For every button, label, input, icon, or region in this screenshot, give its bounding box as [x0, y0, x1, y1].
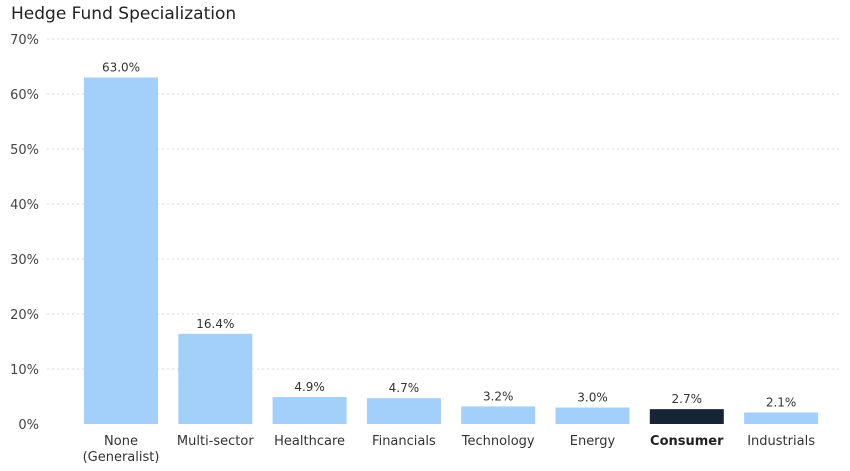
y-tick-label: 60%: [10, 88, 39, 103]
chart-title: Hedge Fund Specialization: [11, 4, 237, 24]
data-label: 2.7%: [672, 392, 703, 406]
bar: [84, 77, 158, 424]
x-tick-label: None: [104, 434, 138, 449]
data-label: 2.1%: [766, 395, 797, 409]
bar: [744, 412, 819, 424]
y-tick-label: 70%: [10, 33, 39, 48]
y-tick-label: 40%: [10, 198, 39, 213]
y-tick-label: 30%: [10, 253, 39, 268]
data-label: 3.0%: [577, 391, 608, 405]
y-tick-label: 20%: [10, 308, 39, 323]
data-label: 3.2%: [483, 389, 514, 403]
x-tick-label: (Generalist): [83, 450, 160, 465]
x-tick-label: Industrials: [747, 434, 815, 449]
bar: [272, 397, 347, 424]
x-tick-label: Consumer: [650, 434, 724, 449]
data-label: 4.7%: [389, 381, 420, 395]
x-tick-label: Financials: [372, 434, 436, 449]
bar: [366, 398, 441, 424]
bar: [178, 333, 253, 424]
x-tick-label: Energy: [570, 434, 616, 449]
bar: [461, 406, 536, 424]
y-tick-label: 10%: [10, 363, 39, 378]
data-label: 4.9%: [294, 380, 325, 394]
data-label: 16.4%: [196, 317, 234, 331]
x-tick-label: Multi-sector: [177, 434, 254, 449]
bar: [649, 409, 724, 424]
y-tick-label: 0%: [18, 418, 39, 433]
bar: [555, 407, 630, 424]
x-tick-label: Technology: [461, 434, 535, 449]
x-tick-label: Healthcare: [274, 434, 345, 449]
y-tick-label: 50%: [10, 143, 39, 158]
data-label: 63.0%: [102, 61, 140, 75]
